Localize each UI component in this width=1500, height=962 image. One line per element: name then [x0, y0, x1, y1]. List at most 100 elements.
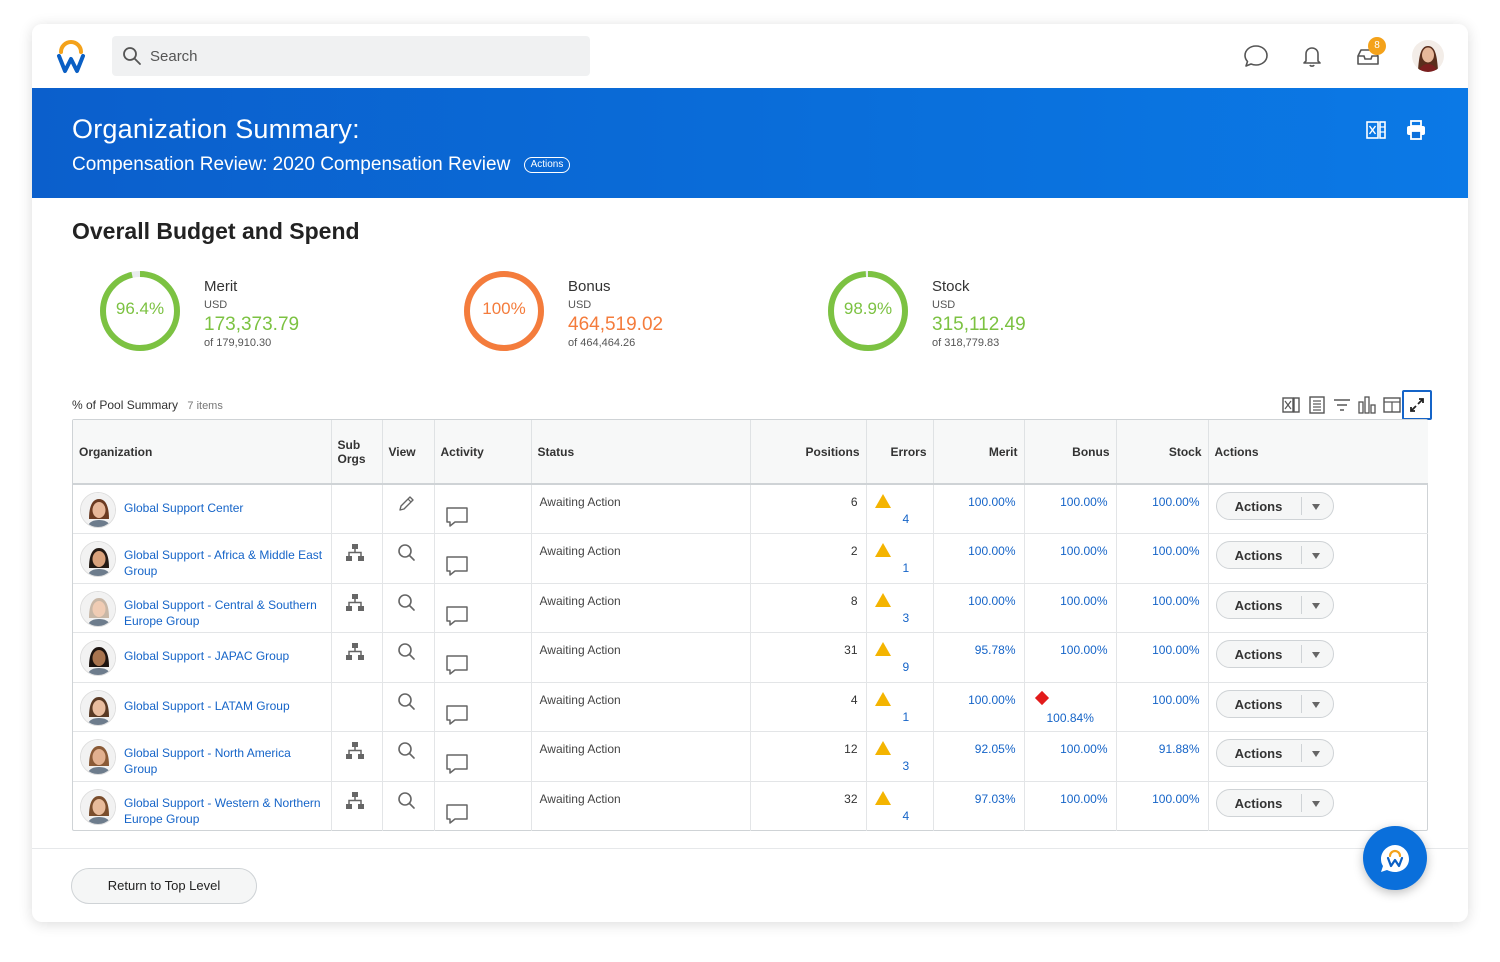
- merit-value[interactable]: 100.00%: [968, 495, 1016, 509]
- merit-value[interactable]: 95.78%: [974, 643, 1016, 657]
- avatar[interactable]: [80, 640, 116, 676]
- avatar[interactable]: [80, 492, 116, 528]
- col-merit[interactable]: Merit: [933, 420, 1025, 485]
- chevron-down-icon[interactable]: [1311, 751, 1320, 757]
- search-icon[interactable]: [395, 592, 417, 614]
- col-organization[interactable]: Organization: [73, 420, 332, 485]
- errors-count[interactable]: 9: [902, 660, 910, 674]
- workday-logo[interactable]: [56, 38, 86, 74]
- row-actions-button[interactable]: Actions: [1215, 590, 1334, 619]
- comment-icon[interactable]: [445, 653, 469, 677]
- bonus-value[interactable]: 100.00%: [1060, 544, 1108, 558]
- search-icon[interactable]: [395, 641, 417, 663]
- organization-link[interactable]: Global Support - Africa & Middle East Gr…: [124, 548, 323, 578]
- table-view-icon[interactable]: [1306, 394, 1328, 416]
- chart-icon[interactable]: [1356, 394, 1378, 416]
- col-sub-orgs[interactable]: Sub Orgs: [331, 420, 383, 485]
- merit-value[interactable]: 97.03%: [974, 791, 1016, 806]
- col-actions[interactable]: Actions: [1208, 420, 1428, 485]
- print-icon[interactable]: [1404, 118, 1428, 142]
- stock-value[interactable]: 100.00%: [1152, 692, 1200, 707]
- comment-icon[interactable]: [445, 505, 469, 529]
- export-excel-icon[interactable]: [1280, 394, 1302, 416]
- search-icon[interactable]: [395, 740, 417, 762]
- related-actions-button[interactable]: Actions: [523, 157, 571, 173]
- stock-value[interactable]: 100.00%: [1152, 593, 1200, 608]
- avatar[interactable]: [80, 739, 116, 775]
- search-icon[interactable]: [395, 691, 417, 713]
- bonus-value[interactable]: 100.00%: [1060, 643, 1108, 657]
- merit-value[interactable]: 100.00%: [968, 593, 1016, 608]
- export-excel-icon[interactable]: [1364, 118, 1388, 142]
- edit-pencil-icon[interactable]: [395, 493, 417, 515]
- org-chart-icon[interactable]: [344, 790, 366, 812]
- organization-link[interactable]: Global Support - Central & Southern Euro…: [124, 597, 317, 628]
- errors-count[interactable]: 4: [902, 512, 910, 526]
- bonus-value[interactable]: 100.00%: [1060, 791, 1108, 806]
- stock-value[interactable]: 100.00%: [1152, 495, 1200, 509]
- search-input[interactable]: [150, 36, 580, 76]
- col-bonus[interactable]: Bonus: [1024, 420, 1117, 485]
- comment-icon[interactable]: [445, 604, 469, 628]
- stock-value[interactable]: 91.88%: [1158, 742, 1200, 756]
- errors-count[interactable]: 4: [902, 808, 910, 823]
- avatar[interactable]: [80, 689, 116, 726]
- errors-count[interactable]: 1: [902, 561, 910, 575]
- bonus-value[interactable]: 100.00%: [1060, 495, 1108, 509]
- row-actions-button[interactable]: Actions: [1215, 541, 1334, 569]
- merit-value[interactable]: 100.00%: [968, 544, 1016, 558]
- organization-link[interactable]: Global Support - JAPAC Group: [124, 649, 290, 663]
- bonus-value[interactable]: 100.84%: [1046, 710, 1094, 725]
- stock-value[interactable]: 100.00%: [1152, 643, 1200, 657]
- errors-count[interactable]: 3: [902, 759, 910, 773]
- chevron-down-icon[interactable]: [1311, 553, 1320, 559]
- row-actions-button[interactable]: Actions: [1215, 640, 1334, 668]
- stock-value[interactable]: 100.00%: [1152, 791, 1200, 806]
- row-actions-button[interactable]: Actions: [1215, 739, 1334, 767]
- organization-link[interactable]: Global Support Center: [124, 501, 244, 515]
- search-bar[interactable]: [112, 36, 590, 76]
- col-status[interactable]: Status: [531, 420, 751, 485]
- fullscreen-button[interactable]: [1402, 390, 1432, 420]
- col-view[interactable]: View: [382, 420, 435, 485]
- chat-icon[interactable]: [1242, 42, 1270, 70]
- row-actions-button[interactable]: Actions: [1215, 689, 1334, 718]
- comment-icon[interactable]: [445, 703, 469, 727]
- col-activity[interactable]: Activity: [434, 420, 532, 485]
- org-chart-icon[interactable]: [344, 740, 366, 762]
- avatar[interactable]: [80, 590, 116, 627]
- col-positions[interactable]: Positions: [750, 420, 867, 485]
- merit-value[interactable]: 92.05%: [974, 742, 1016, 756]
- search-icon[interactable]: [395, 542, 417, 564]
- comment-icon[interactable]: [445, 554, 469, 578]
- errors-count[interactable]: 3: [902, 610, 910, 625]
- organization-link[interactable]: Global Support - Western & Northern Euro…: [124, 795, 321, 826]
- org-chart-icon[interactable]: [344, 641, 366, 663]
- avatar[interactable]: [80, 541, 116, 577]
- stock-value[interactable]: 100.00%: [1152, 544, 1200, 558]
- org-chart-icon[interactable]: [344, 592, 366, 614]
- search-icon[interactable]: [395, 790, 417, 812]
- organization-link[interactable]: Global Support - North America Group: [124, 746, 291, 776]
- row-actions-button[interactable]: Actions: [1215, 492, 1334, 520]
- row-actions-button[interactable]: Actions: [1215, 788, 1334, 817]
- chevron-down-icon[interactable]: [1311, 701, 1320, 708]
- user-avatar[interactable]: [1412, 40, 1444, 72]
- col-errors[interactable]: Errors: [866, 420, 934, 485]
- chevron-down-icon[interactable]: [1311, 800, 1320, 807]
- avatar[interactable]: [80, 788, 116, 825]
- filter-icon[interactable]: [1331, 394, 1353, 416]
- errors-count[interactable]: 1: [902, 709, 910, 724]
- organization-link[interactable]: Global Support - LATAM Group: [124, 698, 290, 713]
- comment-icon[interactable]: [445, 802, 469, 826]
- chevron-down-icon[interactable]: [1311, 602, 1320, 609]
- chevron-down-icon[interactable]: [1311, 504, 1320, 510]
- chevron-down-icon[interactable]: [1311, 652, 1320, 658]
- assistant-button[interactable]: [1363, 826, 1427, 890]
- merit-value[interactable]: 100.00%: [968, 692, 1016, 707]
- column-layout-icon[interactable]: [1381, 394, 1403, 416]
- col-stock[interactable]: Stock: [1116, 420, 1209, 485]
- comment-icon[interactable]: [445, 752, 469, 776]
- bell-icon[interactable]: [1298, 42, 1326, 70]
- org-chart-icon[interactable]: [344, 542, 366, 564]
